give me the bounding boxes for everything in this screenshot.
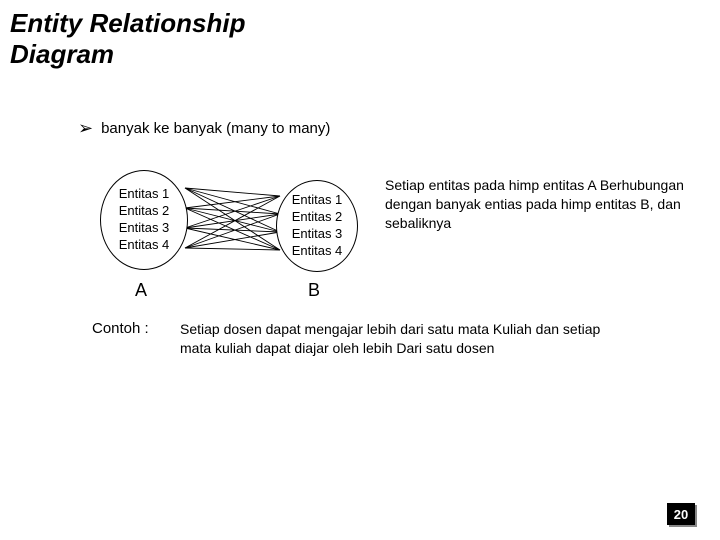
entity-item: Entitas 4 [292,243,343,260]
entity-item: Entitas 2 [292,209,343,226]
set-label-b: B [308,280,320,301]
title-line-1: Entity Relationship [10,8,245,38]
entity-item: Entitas 3 [119,220,170,237]
relationship-description: Setiap entitas pada himp entitas A Berhu… [385,176,685,233]
example-text: Setiap dosen dapat mengajar lebih dari s… [180,320,610,358]
bullet-arrow-icon: ➢ [78,118,93,139]
entity-set-b: Entitas 1 Entitas 2 Entitas 3 Entitas 4 [276,180,358,272]
bullet-text: banyak ke banyak (many to many) [101,120,330,137]
entity-item: Entitas 4 [119,237,170,254]
bullet-item: ➢ banyak ke banyak (many to many) [78,118,330,139]
example-label: Contoh : [92,320,149,337]
diagram-many-to-many: Entitas 1 Entitas 2 Entitas 3 Entitas 4 … [80,170,680,330]
entity-item: Entitas 2 [119,203,170,220]
entity-item: Entitas 1 [292,192,343,209]
entity-item: Entitas 1 [119,186,170,203]
entity-set-a: Entitas 1 Entitas 2 Entitas 3 Entitas 4 [100,170,188,270]
page-title: Entity Relationship Diagram [10,8,245,70]
title-line-2: Diagram [10,39,114,69]
set-label-a: A [135,280,147,301]
entity-item: Entitas 3 [292,226,343,243]
page-number: 20 [674,507,688,522]
page-number-badge: 20 [667,503,695,525]
